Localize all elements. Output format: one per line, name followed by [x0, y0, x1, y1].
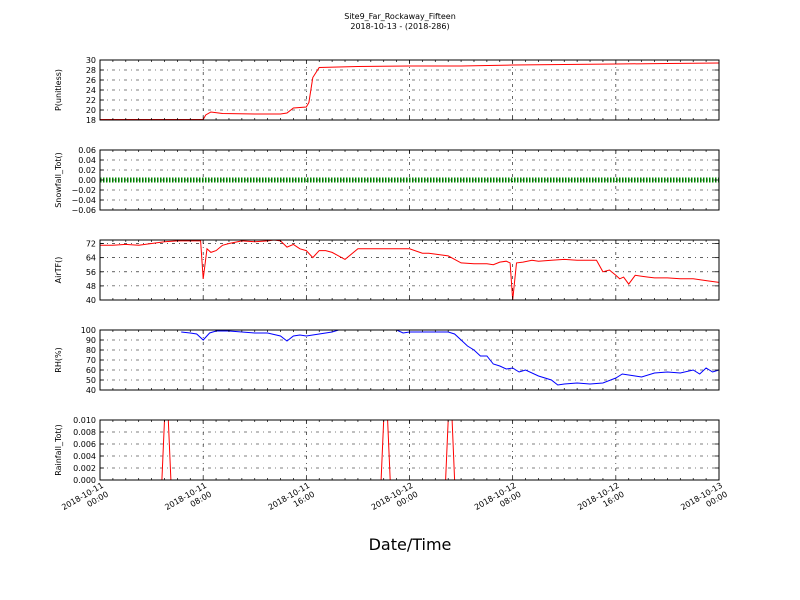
y-tick-label: 22: [86, 96, 96, 105]
y-tick-label: 40: [86, 386, 96, 395]
chart-subtitle: 2018-10-13 - (2018-286): [350, 22, 449, 31]
y-tick-label: 0.02: [78, 166, 96, 175]
y-tick-label: −0.06: [71, 206, 96, 215]
y-tick-label: 18: [86, 116, 96, 125]
y-tick-label: 40: [86, 296, 96, 305]
y-tick-label: 56: [86, 268, 96, 277]
y-tick-label: 72: [86, 240, 96, 249]
y-tick-label: 100: [81, 326, 96, 335]
y-tick-label: 48: [86, 282, 96, 291]
panel-3: 40 48 56 64 72 AirTF(): [54, 239, 720, 305]
y-tick-label: 24: [86, 86, 96, 95]
y-tick-label: 30: [86, 56, 96, 65]
chart-title: Site9_Far_Rockaway_Fifteen: [344, 12, 456, 21]
series-line-1: [100, 240, 719, 300]
y-tick-label: 0.002: [73, 464, 96, 473]
y-axis-label: RH(%): [54, 347, 63, 372]
y-axis-label: Snowfall_Tot(): [54, 152, 63, 208]
x-axis-label: Date/Time: [369, 535, 452, 554]
y-tick-label: 50: [86, 376, 96, 385]
y-tick-label: 0.06: [78, 146, 96, 155]
y-tick-label: 26: [86, 76, 96, 85]
y-tick-label: 0.008: [73, 428, 96, 437]
y-axis-label: AirTF(): [54, 257, 63, 284]
series-line-1: [181, 330, 719, 386]
panel-2: −0.06−0.04−0.020.000.020.040.06 Snowfall_…: [54, 146, 720, 215]
panel-5: 0.000 0.002 0.004 0.006 0.008 0.010 Rainfall_T…: [54, 416, 720, 485]
y-tick-label: 80: [86, 346, 96, 355]
y-tick-label: 0.000: [73, 476, 96, 485]
y-tick-label: 60: [86, 366, 96, 375]
y-tick-label: 0.00: [78, 176, 96, 185]
y-axis-label: Rainfall_Tot(): [54, 424, 63, 476]
y-tick-label: 70: [86, 356, 96, 365]
y-tick-label: 90: [86, 336, 96, 345]
y-tick-label: 0.006: [73, 440, 96, 449]
y-tick-label: 0.010: [73, 416, 96, 425]
y-tick-label: 0.04: [78, 156, 96, 165]
y-tick-label: 28: [86, 66, 96, 75]
y-tick-label: 20: [86, 106, 96, 115]
y-tick-label: 0.004: [73, 452, 96, 461]
y-tick-label: −0.04: [71, 196, 96, 205]
series-line-1: [100, 62, 719, 120]
y-tick-label: 64: [86, 254, 96, 263]
y-tick-label: −0.02: [71, 186, 96, 195]
y-axis-label: P(unitless): [54, 69, 63, 111]
